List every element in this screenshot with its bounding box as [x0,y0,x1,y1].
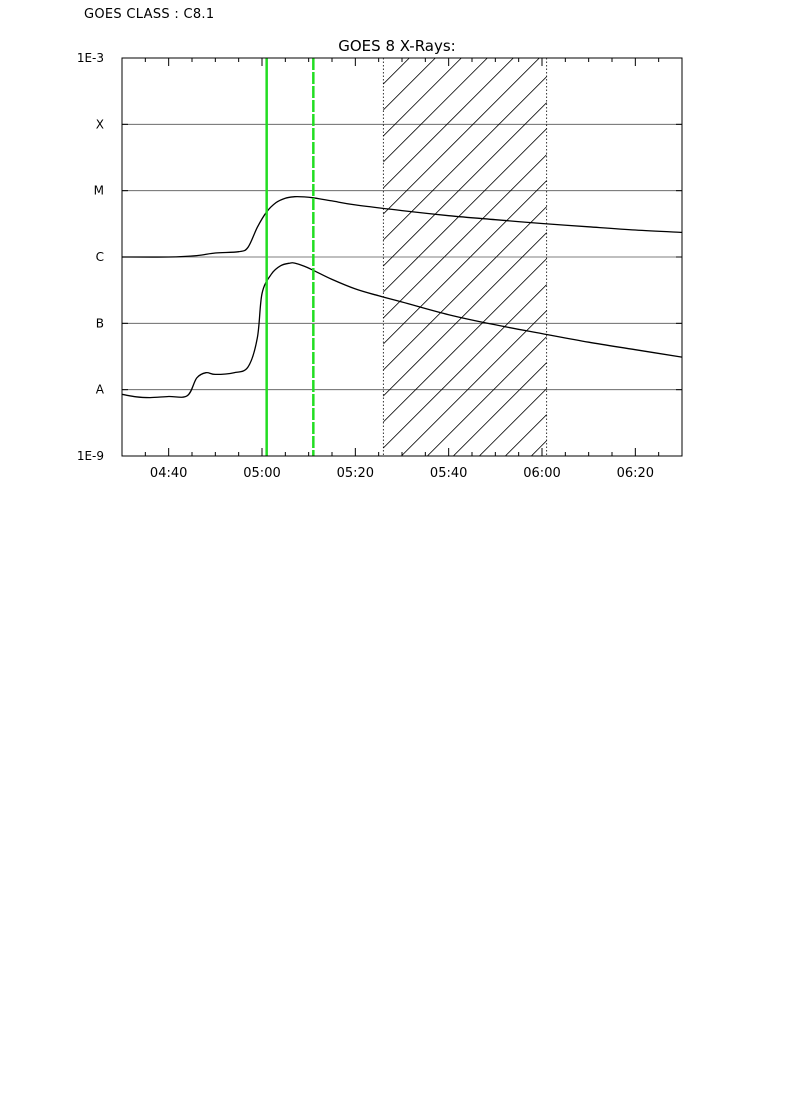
hatch-line [383,58,514,189]
hatch-line [479,388,547,456]
x-tick-label: 04:40 [150,466,187,481]
hatch-line [401,310,547,456]
x-tick-label: 05:00 [243,466,280,481]
goes-class-label: GOES CLASS : C8.1 [84,7,215,22]
hatch-line [383,102,547,267]
hatch-line [383,58,462,137]
hatch-line [383,58,540,215]
y-tick-label: C [96,250,104,264]
y-tick-label: A [96,383,105,397]
y-tick-label: X [96,117,104,131]
hatched-interval [382,58,548,456]
hatch-line [427,336,547,456]
chart-title: GOES 8 X-Rays: [338,37,455,55]
grid-layer [122,123,682,391]
x-axis: 04:40 05:00 05:20 05:40 06:00 06:20 [121,58,683,481]
hatch-line [383,206,547,371]
y-tick-label: M [94,184,104,198]
y-tick-label: 1E-3 [77,51,104,65]
x-tick-label: 06:20 [617,466,654,481]
hatch-line [453,362,547,456]
hatch-lines [383,58,547,456]
y-axis: 1E-3 X M C B A 1E-9 [77,51,682,463]
series-line-1 [122,195,682,258]
hatch-line [383,258,547,423]
x-tick-label: 05:20 [337,466,374,481]
series-layer [122,195,682,399]
hatch-line [383,58,488,163]
y-tick-label: 1E-9 [77,449,104,463]
hatch-line [383,180,547,345]
x-tick-label: 05:40 [430,466,467,481]
marker-layer [265,58,315,456]
x-tick-label: 06:00 [523,466,560,481]
y-tick-label: B [96,316,104,330]
hatch-line [383,76,547,241]
hatch-line [383,284,547,449]
series-line-2 [122,262,682,399]
hatch-line [383,128,547,293]
hatch-line [383,154,547,319]
hatch-line [383,232,547,397]
